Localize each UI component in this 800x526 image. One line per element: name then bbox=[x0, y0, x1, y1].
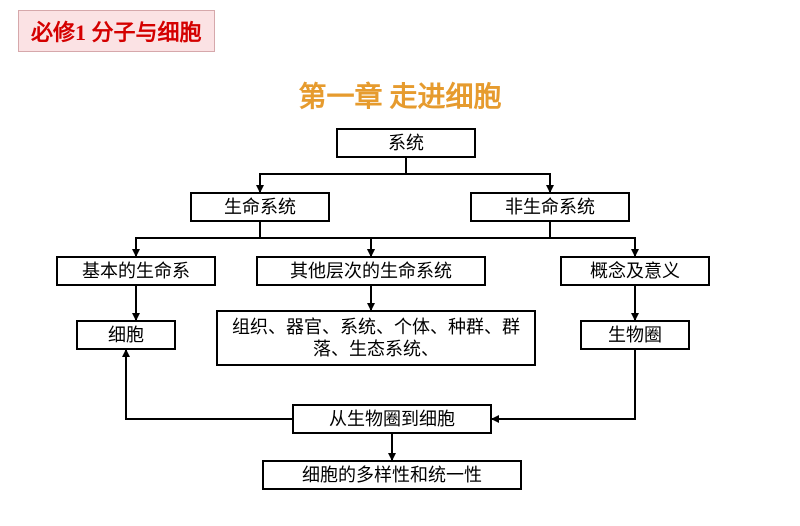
edge-living-to-basic bbox=[136, 222, 260, 256]
chapter-title: 第一章 走进细胞 bbox=[0, 75, 800, 115]
node-cell: 细胞 bbox=[76, 320, 176, 350]
edge-nonliving-to-other bbox=[371, 222, 550, 256]
node-living: 生命系统 bbox=[190, 192, 330, 222]
node-concept: 概念及意义 bbox=[560, 256, 710, 286]
node-system: 系统 bbox=[336, 128, 476, 158]
node-basic: 基本的生命系 bbox=[56, 256, 216, 286]
edge-living-to-other bbox=[260, 222, 371, 256]
course-badge: 必修1 分子与细胞 bbox=[18, 10, 215, 52]
node-bio2cell: 从生物圈到细胞 bbox=[292, 404, 492, 434]
node-other: 其他层次的生命系统 bbox=[256, 256, 486, 286]
node-levels: 组织、器官、系统、个体、种群、群落、生态系统、 bbox=[216, 310, 536, 366]
edge-biosphere-to-bio2cell bbox=[492, 350, 635, 419]
node-nonliving: 非生命系统 bbox=[470, 192, 630, 222]
edge-bio2cell-to-cell bbox=[126, 350, 292, 419]
edge-system-to-living bbox=[260, 158, 406, 192]
node-diversity: 细胞的多样性和统一性 bbox=[262, 460, 522, 490]
node-biosphere: 生物圈 bbox=[580, 320, 690, 350]
edge-system-to-nonliving bbox=[406, 158, 550, 192]
edge-nonliving-to-concept bbox=[550, 222, 635, 256]
